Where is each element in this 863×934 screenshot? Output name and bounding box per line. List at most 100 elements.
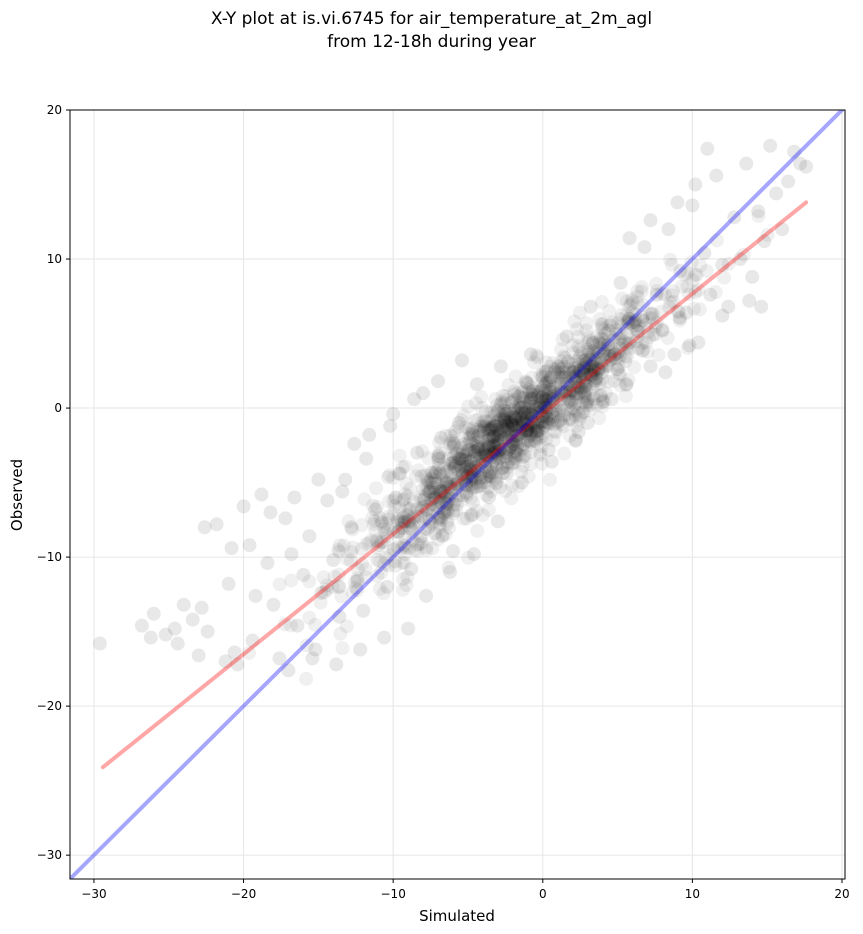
data-point bbox=[539, 364, 554, 379]
data-point bbox=[421, 451, 436, 466]
data-point bbox=[608, 351, 623, 366]
data-point bbox=[402, 514, 417, 529]
data-point bbox=[480, 420, 495, 435]
data-point bbox=[529, 423, 544, 438]
data-point bbox=[511, 409, 526, 424]
data-point bbox=[507, 409, 522, 424]
reference-lines bbox=[70, 110, 845, 879]
data-point bbox=[513, 448, 528, 463]
data-point bbox=[614, 307, 629, 322]
data-point bbox=[467, 444, 482, 459]
data-point bbox=[332, 579, 347, 594]
data-point bbox=[568, 433, 583, 448]
data-point bbox=[418, 499, 433, 514]
data-point bbox=[302, 529, 317, 544]
data-point bbox=[504, 456, 519, 471]
data-point bbox=[572, 357, 587, 372]
data-point bbox=[379, 551, 394, 566]
data-point bbox=[410, 502, 425, 517]
data-point bbox=[457, 453, 472, 468]
data-point bbox=[541, 442, 556, 457]
data-point bbox=[488, 442, 503, 457]
data-point bbox=[451, 415, 466, 430]
data-point bbox=[620, 349, 635, 364]
data-point bbox=[504, 415, 519, 430]
data-point bbox=[418, 522, 433, 537]
data-point bbox=[670, 195, 685, 210]
data-point bbox=[575, 354, 590, 369]
data-point bbox=[134, 618, 149, 633]
data-point bbox=[427, 485, 442, 500]
data-point bbox=[505, 415, 520, 430]
data-point bbox=[597, 353, 612, 368]
data-point bbox=[631, 341, 646, 356]
data-point bbox=[577, 385, 592, 400]
data-point bbox=[576, 367, 591, 382]
data-point bbox=[481, 480, 496, 495]
data-point bbox=[534, 429, 549, 444]
data-point bbox=[515, 390, 530, 405]
data-point bbox=[479, 449, 494, 464]
data-point bbox=[512, 398, 527, 413]
data-point bbox=[620, 314, 635, 329]
data-point bbox=[319, 578, 334, 593]
data-point bbox=[480, 446, 495, 461]
data-point bbox=[538, 418, 553, 433]
data-point bbox=[560, 354, 575, 369]
data-point bbox=[454, 452, 469, 467]
data-point bbox=[481, 448, 496, 463]
data-point bbox=[629, 334, 644, 349]
data-point bbox=[477, 414, 492, 429]
data-point bbox=[396, 514, 411, 529]
data-point bbox=[508, 410, 523, 425]
data-point bbox=[398, 459, 413, 474]
data-point bbox=[556, 365, 571, 380]
data-point bbox=[490, 423, 505, 438]
data-point bbox=[677, 267, 692, 282]
data-point bbox=[506, 418, 521, 433]
data-point bbox=[595, 399, 610, 414]
data-point bbox=[591, 344, 606, 359]
data-point bbox=[434, 450, 449, 465]
data-point bbox=[440, 516, 455, 531]
data-point bbox=[577, 361, 592, 376]
data-point bbox=[158, 627, 173, 642]
data-point bbox=[453, 459, 468, 474]
data-point bbox=[486, 444, 501, 459]
data-point bbox=[533, 415, 548, 430]
data-point bbox=[565, 338, 580, 353]
data-point bbox=[588, 377, 603, 392]
data-point bbox=[431, 448, 446, 463]
data-point bbox=[591, 346, 606, 361]
data-point bbox=[493, 429, 508, 444]
data-point bbox=[610, 362, 625, 377]
data-point bbox=[374, 565, 389, 580]
data-point bbox=[585, 369, 600, 384]
data-point bbox=[511, 418, 526, 433]
data-point bbox=[471, 435, 486, 450]
data-point bbox=[523, 407, 538, 422]
data-point bbox=[479, 413, 494, 428]
data-point bbox=[582, 398, 597, 413]
data-point bbox=[497, 415, 512, 430]
data-point bbox=[508, 417, 523, 432]
data-point bbox=[538, 404, 553, 419]
data-point bbox=[670, 304, 685, 319]
data-point bbox=[572, 411, 587, 426]
data-point bbox=[434, 473, 449, 488]
data-point bbox=[423, 484, 438, 499]
data-point bbox=[521, 434, 536, 449]
data-point bbox=[553, 376, 568, 391]
data-point bbox=[475, 454, 490, 469]
data-point bbox=[527, 414, 542, 429]
data-point bbox=[492, 442, 507, 457]
data-point bbox=[543, 384, 558, 399]
data-point bbox=[495, 460, 510, 475]
data-point bbox=[567, 314, 582, 329]
data-point bbox=[599, 357, 614, 372]
data-point bbox=[468, 471, 483, 486]
data-point bbox=[465, 426, 480, 441]
data-point bbox=[403, 521, 418, 536]
data-point bbox=[593, 389, 608, 404]
data-point bbox=[529, 384, 544, 399]
